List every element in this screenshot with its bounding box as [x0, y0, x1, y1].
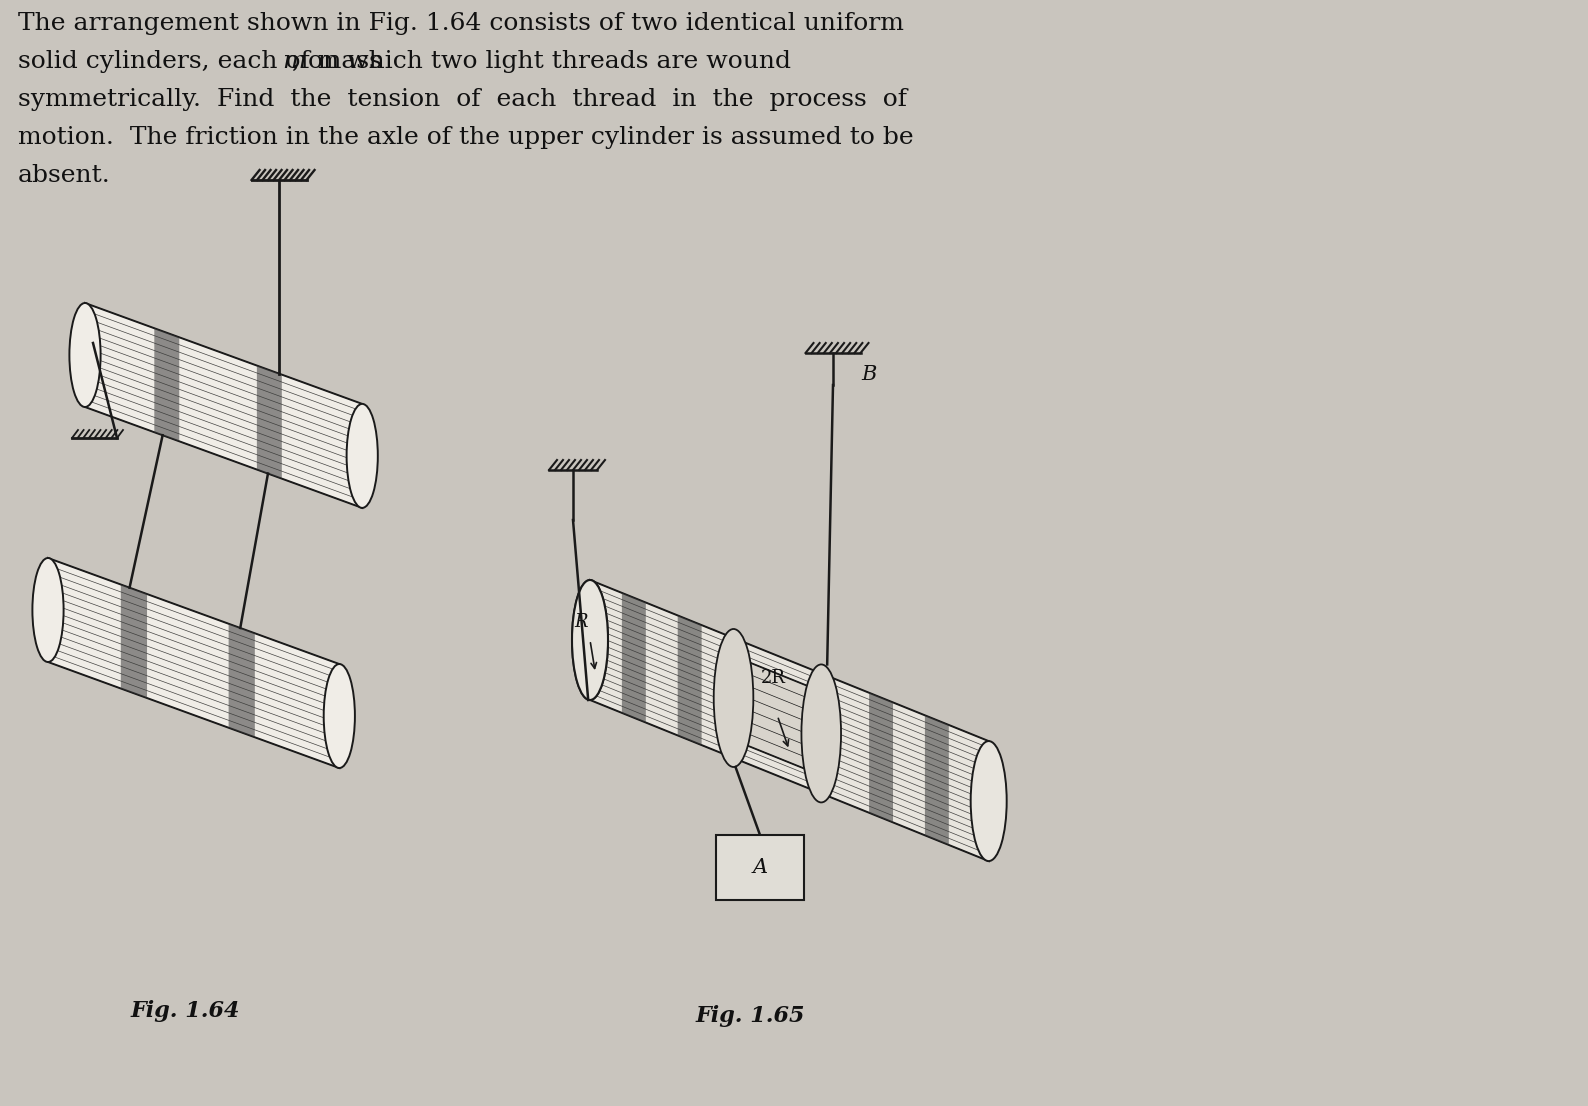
Text: The arrangement shown in Fig. 1.64 consists of two identical uniform: The arrangement shown in Fig. 1.64 consi…: [17, 12, 904, 35]
Text: R: R: [575, 613, 588, 632]
Polygon shape: [622, 593, 646, 722]
Text: absent.: absent.: [17, 164, 111, 187]
Polygon shape: [591, 580, 989, 862]
Text: solid cylinders, each of mass: solid cylinders, each of mass: [17, 50, 391, 73]
Ellipse shape: [324, 664, 354, 768]
Ellipse shape: [572, 580, 608, 700]
Polygon shape: [257, 366, 281, 479]
Text: 2R: 2R: [761, 669, 786, 687]
Text: A: A: [753, 858, 767, 877]
Polygon shape: [678, 615, 702, 745]
Text: motion.  The friction in the axle of the upper cylinder is assumed to be: motion. The friction in the axle of the …: [17, 126, 913, 149]
Polygon shape: [869, 692, 892, 823]
Ellipse shape: [346, 404, 378, 508]
Polygon shape: [734, 656, 821, 775]
Polygon shape: [48, 559, 340, 768]
Text: symmetrically.  Find  the  tension  of  each  thread  in  the  process  of: symmetrically. Find the tension of each …: [17, 88, 907, 111]
Text: B: B: [861, 365, 877, 385]
Text: m: m: [283, 50, 306, 73]
Text: Fig. 1.65: Fig. 1.65: [696, 1005, 805, 1027]
Polygon shape: [229, 624, 254, 738]
Polygon shape: [86, 303, 362, 508]
Ellipse shape: [802, 665, 842, 803]
Polygon shape: [154, 328, 179, 441]
Text: , on which two light threads are wound: , on which two light threads are wound: [292, 50, 791, 73]
Ellipse shape: [32, 559, 64, 662]
Polygon shape: [121, 584, 148, 698]
Text: Fig. 1.64: Fig. 1.64: [130, 1000, 240, 1022]
Ellipse shape: [970, 741, 1007, 862]
Ellipse shape: [713, 629, 753, 766]
Ellipse shape: [572, 580, 608, 700]
Bar: [716, 835, 804, 900]
Polygon shape: [924, 716, 948, 845]
Ellipse shape: [70, 303, 100, 407]
